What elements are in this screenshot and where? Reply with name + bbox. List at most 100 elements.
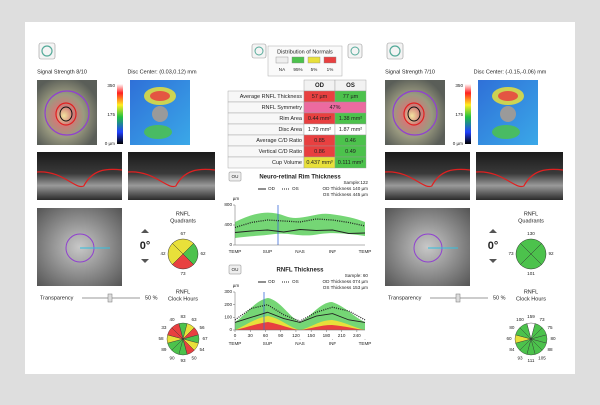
clock-sector bbox=[171, 323, 184, 340]
table-value: 0.111 mm³ bbox=[338, 160, 364, 166]
region-label: TEMP bbox=[229, 341, 242, 346]
quadrant-value: 73 bbox=[508, 251, 514, 256]
normals-label: 95% bbox=[293, 67, 302, 72]
clock-value: 73 bbox=[539, 317, 545, 322]
clock-value: 54 bbox=[199, 347, 205, 352]
rnfl-boundary bbox=[475, 168, 564, 188]
quadrant-value: 92 bbox=[548, 251, 554, 256]
quadrant-sector bbox=[515, 243, 532, 265]
color-bar bbox=[465, 84, 471, 144]
rotate-up[interactable] bbox=[141, 229, 149, 233]
y-tick-label: 0 bbox=[229, 327, 232, 332]
x-tick-label: TEMP bbox=[359, 249, 372, 254]
od-thickness: OD Thickness 074 µm bbox=[323, 279, 369, 284]
rotate-down[interactable] bbox=[141, 259, 149, 263]
x-tick-label: SUP bbox=[263, 249, 272, 254]
table-label: Cup Volume bbox=[272, 160, 302, 166]
table-value: 1.79 mm² bbox=[308, 127, 331, 133]
table-header: OD bbox=[315, 83, 325, 89]
fundus-enface bbox=[37, 208, 122, 286]
x-tick-label: 210 bbox=[338, 333, 346, 338]
legend-label: OD bbox=[268, 279, 276, 284]
normals-title: Distribution of Normals bbox=[277, 49, 333, 55]
clock-value: 84 bbox=[509, 347, 515, 352]
table-value: 0.46 bbox=[345, 138, 356, 144]
transparency-value: 50 % bbox=[493, 295, 506, 301]
normals-swatch bbox=[275, 56, 289, 64]
oct-scan bbox=[476, 152, 563, 200]
clock-value: 58 bbox=[158, 336, 164, 341]
clock-value: 50 bbox=[191, 355, 197, 360]
clock-value: 93 bbox=[517, 355, 523, 360]
normals-swatch bbox=[307, 56, 321, 64]
slider-knob[interactable] bbox=[107, 293, 113, 303]
eye-icon[interactable] bbox=[347, 43, 363, 59]
y-tick-label: 800 bbox=[224, 202, 232, 207]
x-tick-label: 0 bbox=[234, 333, 237, 338]
x-tick-label: 30 bbox=[248, 333, 254, 338]
clock-value: 33 bbox=[161, 325, 167, 330]
normals-label: 1% bbox=[327, 67, 334, 72]
y-tick-label: 400 bbox=[224, 222, 232, 227]
x-tick-label: INF bbox=[329, 249, 337, 254]
cup-outline bbox=[59, 106, 73, 122]
quadrant-value: 73 bbox=[180, 271, 186, 276]
quadrant-value: 101 bbox=[527, 271, 535, 276]
color-bar-label: 175 bbox=[107, 112, 115, 117]
ou-button[interactable] bbox=[228, 171, 242, 182]
rnfl-boundary bbox=[384, 168, 471, 188]
table-label: Disc Area bbox=[278, 127, 302, 133]
rotate-up[interactable] bbox=[489, 229, 497, 233]
clock-value: 111 bbox=[528, 358, 535, 363]
x-tick-label: 60 bbox=[263, 333, 269, 338]
clock-value: 60 bbox=[506, 336, 512, 341]
rotate-down[interactable] bbox=[489, 259, 497, 263]
scan-circle bbox=[44, 90, 90, 136]
rnfl-boundary bbox=[127, 168, 216, 188]
cup-outline bbox=[407, 106, 421, 122]
slider-knob[interactable] bbox=[455, 293, 461, 303]
table-value: 47% bbox=[329, 105, 340, 111]
disc-mask bbox=[500, 106, 516, 122]
y-tick-label: 200 bbox=[224, 302, 232, 307]
clock-value: 40 bbox=[169, 317, 175, 322]
eye-icon[interactable] bbox=[386, 42, 404, 60]
clock-title: RNFL bbox=[176, 289, 190, 295]
table-label: Average RNFL Thickness bbox=[240, 94, 303, 100]
table-value: 77 µm bbox=[343, 94, 359, 100]
disc-outline bbox=[403, 102, 425, 126]
table-value: 1.87 mm² bbox=[339, 127, 362, 133]
x-tick-label: 240 bbox=[353, 333, 361, 338]
legend-label: OS bbox=[292, 186, 299, 191]
series-line bbox=[234, 218, 366, 229]
region-label: SUP bbox=[263, 341, 272, 346]
eye-icon[interactable] bbox=[38, 42, 56, 60]
eye-icon-glyph bbox=[254, 46, 264, 56]
x-tick-label: NAS bbox=[295, 249, 304, 254]
color-bar-label: 0 µm bbox=[105, 141, 115, 146]
chart-title: Neuro-retinal Rim Thickness bbox=[259, 175, 341, 181]
eye-icon[interactable] bbox=[251, 43, 267, 59]
quadrants-title: Quadrants bbox=[170, 218, 196, 224]
clock-title: RNFL bbox=[524, 289, 538, 295]
color-bar-label: 350 bbox=[455, 83, 463, 88]
transparency-value: 50 % bbox=[145, 295, 158, 301]
table-label: Average C/D Ratio bbox=[256, 138, 302, 144]
normals-label: 5% bbox=[311, 67, 318, 72]
quadrant-sector bbox=[167, 243, 184, 265]
scan-circle bbox=[392, 90, 438, 136]
clock-value: 63 bbox=[191, 317, 197, 322]
eye-icon-glyph bbox=[41, 45, 53, 57]
disc-outline bbox=[55, 102, 77, 126]
thickness-hot bbox=[144, 125, 172, 139]
clock-value: 80 bbox=[509, 325, 515, 330]
quadrant-value: 130 bbox=[527, 231, 535, 236]
disc-center: Disc Center: (-0.15,-0.06) mm bbox=[474, 69, 547, 75]
eye-icon-glyph bbox=[389, 45, 401, 57]
quadrant-value: 42 bbox=[160, 251, 166, 256]
clock-sector bbox=[519, 323, 532, 340]
table-value: 0.85 bbox=[314, 138, 325, 144]
ou-button[interactable] bbox=[228, 264, 242, 275]
y-axis-label: µm bbox=[233, 196, 240, 201]
x-tick-label: 90 bbox=[278, 333, 284, 338]
